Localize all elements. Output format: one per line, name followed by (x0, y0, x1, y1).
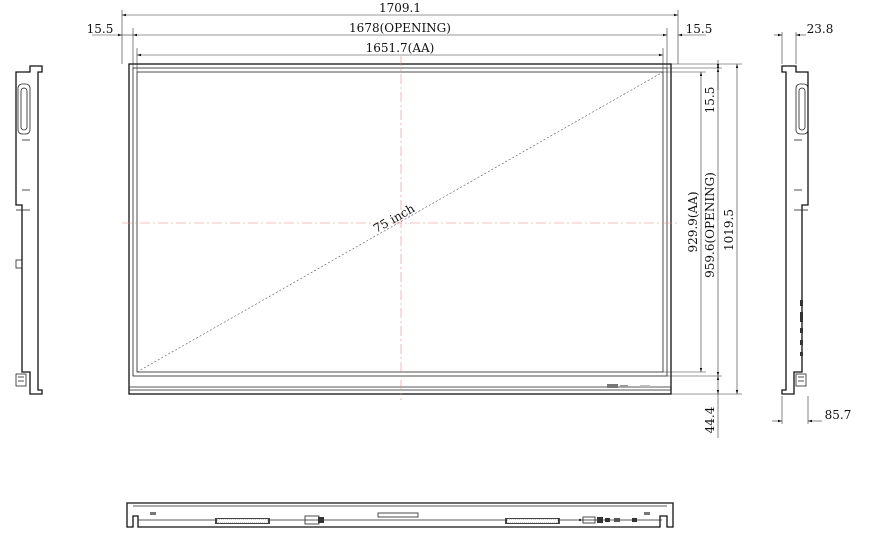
front-view: 75 inch (122, 56, 680, 400)
diagonal-label: 75 inch (371, 201, 417, 236)
opening-outline (132, 67, 668, 377)
top-dimensions: 1709.1 15.5 15.5 1678(OPENING) 1651.7(AA… (87, 1, 713, 72)
left-side-view (15, 65, 43, 395)
bottom-bezel-label: 44.4 (703, 406, 717, 433)
depth-top-label: 23.8 (807, 22, 834, 36)
right-dimensions: 15.5 929.9(AA) 959.6(OPENING) 1019.5 44.… (663, 60, 742, 438)
diagonal-line (136, 71, 664, 373)
opening-height-label: 959.6(OPENING) (703, 172, 717, 278)
right-side-view: 23.8 85.7 (772, 22, 851, 424)
right-border-label: 15.5 (686, 22, 713, 36)
opening-width-label: 1678(OPENING) (349, 21, 451, 35)
top-border-label: 15.5 (703, 87, 717, 114)
bezel-logo (607, 384, 618, 388)
overall-width-label: 1709.1 (379, 1, 421, 15)
active-area (136, 71, 664, 373)
left-border-label: 15.5 (87, 22, 114, 36)
outer-bezel (128, 63, 672, 395)
io-ports (582, 516, 596, 524)
bottom-view (126, 502, 674, 528)
overall-height-label: 1019.5 (722, 209, 736, 251)
active-height-label: 929.9(AA) (686, 191, 700, 252)
active-width-label: 1651.7(AA) (366, 41, 435, 55)
depth-bottom-label: 85.7 (825, 408, 852, 422)
